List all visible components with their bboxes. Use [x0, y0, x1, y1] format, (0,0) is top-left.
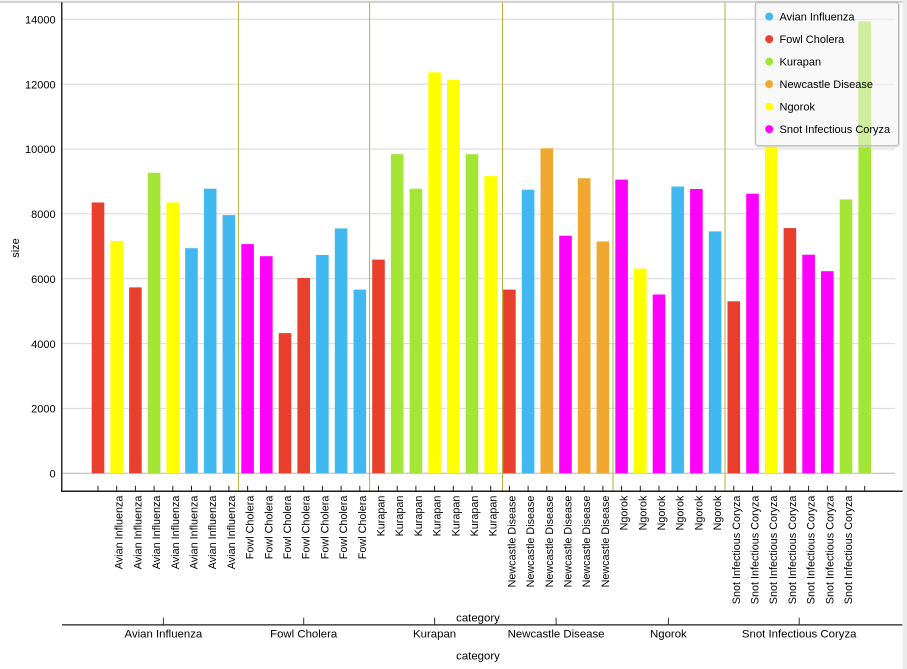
svg-text:Kurapan: Kurapan [413, 496, 425, 537]
svg-text:Avian Influenza: Avian Influenza [780, 12, 856, 24]
svg-text:Snot Infectious Coryza: Snot Infectious Coryza [731, 496, 743, 605]
svg-text:Fowl Cholera: Fowl Cholera [282, 496, 294, 560]
svg-text:Kurapan: Kurapan [413, 628, 456, 640]
svg-text:14000: 14000 [25, 15, 56, 27]
svg-text:Kurapan: Kurapan [450, 496, 462, 537]
svg-text:Avian Influenza: Avian Influenza [226, 496, 238, 570]
svg-text:10000: 10000 [25, 144, 56, 156]
svg-text:Ngorok: Ngorok [656, 495, 668, 530]
svg-text:Avian Influenza: Avian Influenza [114, 496, 126, 570]
svg-text:Ngorok: Ngorok [693, 495, 705, 530]
svg-text:Avian Influenza: Avian Influenza [151, 496, 163, 570]
svg-text:Fowl Cholera: Fowl Cholera [245, 496, 257, 560]
svg-text:Snot Infectious Coryza: Snot Infectious Coryza [742, 628, 857, 640]
svg-text:Snot Infectious Coryza: Snot Infectious Coryza [768, 496, 780, 605]
svg-text:Fowl Cholera: Fowl Cholera [780, 34, 846, 46]
svg-text:Avian Influenza: Avian Influenza [189, 496, 201, 570]
svg-text:Snot Infectious Coryza: Snot Infectious Coryza [750, 496, 762, 605]
svg-text:Fowl Cholera: Fowl Cholera [357, 496, 369, 560]
svg-text:Ngorok: Ngorok [780, 102, 816, 114]
svg-text:Kurapan: Kurapan [376, 496, 388, 537]
svg-text:Snot Infectious Coryza: Snot Infectious Coryza [824, 496, 836, 605]
svg-text:Fowl Cholera: Fowl Cholera [338, 496, 350, 560]
svg-text:Newcastle Disease: Newcastle Disease [544, 496, 556, 588]
svg-text:Ngorok: Ngorok [650, 628, 687, 640]
svg-text:Ngorok: Ngorok [619, 495, 631, 530]
svg-text:Snot Infectious Coryza: Snot Infectious Coryza [806, 496, 818, 605]
svg-text:0: 0 [49, 469, 55, 481]
svg-text:Ngorok: Ngorok [675, 495, 687, 530]
svg-text:Snot Infectious Coryza: Snot Infectious Coryza [843, 496, 855, 605]
svg-text:Avian Influenza: Avian Influenza [207, 496, 219, 570]
svg-text:Newcastle Disease: Newcastle Disease [525, 496, 537, 588]
svg-text:Newcastle Disease: Newcastle Disease [563, 496, 575, 588]
svg-text:Kurapan: Kurapan [488, 496, 500, 537]
svg-text:category: category [456, 650, 500, 662]
svg-text:Snot Infectious Coryza: Snot Infectious Coryza [780, 124, 892, 136]
svg-text:Kurapan: Kurapan [394, 496, 406, 537]
svg-text:4000: 4000 [31, 339, 55, 351]
svg-text:12000: 12000 [25, 79, 56, 91]
svg-text:Ngorok: Ngorok [637, 495, 649, 530]
svg-text:8000: 8000 [31, 209, 55, 221]
svg-text:Fowl Cholera: Fowl Cholera [319, 496, 331, 560]
svg-text:Ngorok: Ngorok [712, 495, 724, 530]
svg-text:Avian Influenza: Avian Influenza [132, 496, 144, 570]
svg-text:2000: 2000 [31, 404, 55, 416]
svg-text:Kurapan: Kurapan [469, 496, 481, 537]
svg-text:Newcastle Disease: Newcastle Disease [581, 496, 593, 588]
svg-text:Avian Influenza: Avian Influenza [170, 496, 182, 570]
svg-text:Fowl Cholera: Fowl Cholera [301, 496, 313, 560]
svg-text:Newcastle Disease: Newcastle Disease [600, 496, 612, 588]
svg-text:Fowl Cholera: Fowl Cholera [270, 628, 338, 640]
svg-text:Kurapan: Kurapan [780, 57, 822, 69]
svg-text:Newcastle Disease: Newcastle Disease [508, 628, 605, 640]
svg-text:Newcastle Disease: Newcastle Disease [506, 496, 518, 588]
svg-text:Avian Influenza: Avian Influenza [125, 628, 203, 640]
svg-text:Snot Infectious Coryza: Snot Infectious Coryza [787, 496, 799, 605]
svg-text:size: size [10, 238, 22, 258]
svg-text:Kurapan: Kurapan [432, 496, 444, 537]
svg-text:Fowl Cholera: Fowl Cholera [263, 496, 275, 560]
svg-text:Newcastle Disease: Newcastle Disease [780, 79, 874, 91]
svg-text:6000: 6000 [31, 274, 55, 286]
svg-text:category: category [456, 613, 500, 625]
